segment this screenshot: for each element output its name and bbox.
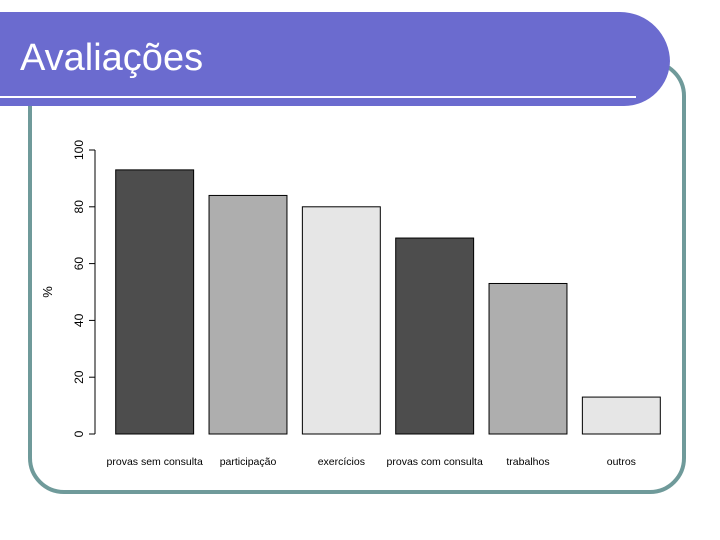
y-tick-label: 60 [72,257,86,271]
bar-chart: 0 20 40 60 80 100 provas sem consulta particip… [40,140,661,468]
bar [395,237,475,435]
y-tick-label: 40 [72,313,86,327]
x-labels-group: provas sem consulta participação exercício… [107,456,636,468]
x-tick-label: provas sem consulta [107,456,203,468]
y-axis: 0 20 40 60 80 100 [72,140,96,437]
x-tick-label: exercícios [318,456,365,468]
bar [301,206,381,435]
y-tick-label: 0 [72,430,86,437]
y-tick-label: 100 [72,140,86,160]
x-tick-label: outros [607,456,636,468]
bar [488,282,568,435]
bar [208,194,288,435]
title-banner: Avaliações [0,12,670,106]
bar [115,169,195,435]
bar [581,396,661,435]
y-axis-label: % [40,286,55,298]
bars-group [115,169,661,435]
title-banner-shape [0,12,670,106]
x-tick-label: trabalhos [506,456,549,468]
y-tick-label: 80 [72,200,86,214]
x-tick-label: participação [220,456,277,468]
slide-title: Avaliações [20,37,203,79]
x-tick-label: provas com consulta [387,456,483,468]
y-tick-label: 20 [72,370,86,384]
